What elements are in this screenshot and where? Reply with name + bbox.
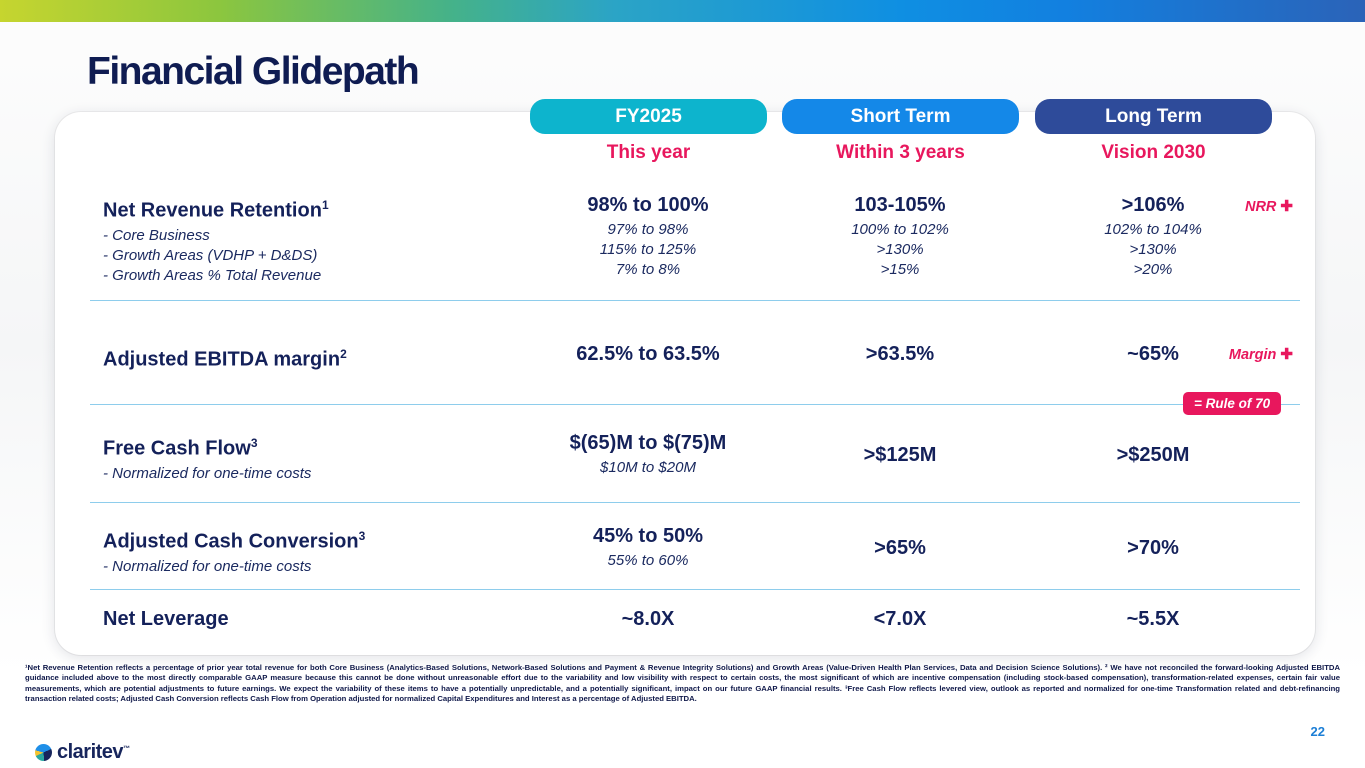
margin-plus-tag: Margin ✚ [1229, 345, 1293, 363]
metric-subline: - Normalized for one-time costs [103, 557, 312, 575]
column-header-pill-long-term: Long Term [1035, 99, 1272, 134]
table-cell-cash-conversion-fy2025: 45% to 50% 55% to 60% [523, 523, 773, 571]
table-cell-ebitda-fy2025: 62.5% to 63.5% [523, 341, 773, 367]
tag-label: Margin [1228, 347, 1277, 363]
claritev-logo-mark-icon [35, 744, 52, 761]
cell-subvalue: 55% to 60% [607, 552, 689, 569]
table-cell-net-leverage-long-term: ~5.5X [1028, 606, 1278, 632]
column-subheader-within-3-years: Within 3 years [836, 142, 965, 163]
cell-value: <7.0X [873, 608, 927, 630]
claritev-logo-text: claritev™ [57, 741, 130, 763]
plus-icon: ✚ [1280, 346, 1293, 363]
cell-subvalue: 97% to 98% [607, 221, 689, 238]
trademark-symbol: ™ [123, 745, 130, 753]
metric-title: Net Leverage [103, 608, 229, 630]
cell-value: ~8.0X [621, 608, 675, 630]
metric-title: Adjusted Cash Conversion3 [103, 529, 366, 553]
cell-subvalue: >20% [1133, 261, 1173, 278]
row-divider [90, 300, 1300, 301]
table-cell-net-leverage-short-term: <7.0X [775, 606, 1025, 632]
cell-value: >63.5% [865, 343, 935, 365]
page-number: 22 [1310, 724, 1325, 739]
metric-subline: - Growth Areas % Total Revenue [103, 266, 322, 284]
cell-value: $(65)M to $(75)M [569, 432, 727, 454]
metric-subline: - Normalized for one-time costs [103, 464, 312, 482]
cell-subvalue: 102% to 104% [1104, 221, 1202, 238]
column-subheader-this-year: This year [606, 142, 691, 163]
top-gradient-bar [0, 0, 1365, 22]
table-row-label-ebitda: Adjusted EBITDA margin2 [103, 341, 347, 373]
column-header-pill-fy2025: FY2025 [530, 99, 767, 134]
table-cell-cash-conversion-short-term: >65% [775, 535, 1025, 561]
column-subheader-vision-2030: Vision 2030 [1101, 142, 1206, 163]
row-divider [90, 502, 1300, 503]
table-cell-nrr-short-term: 103-105% 100% to 102% >130% >15% [775, 192, 1025, 280]
metric-title: Free Cash Flow3 [103, 436, 258, 460]
cell-subvalue: >130% [1129, 241, 1177, 258]
cell-value: ~65% [1127, 343, 1179, 365]
table-row-label-net-leverage: Net Leverage [103, 606, 229, 632]
table-cell-ebitda-short-term: >63.5% [775, 341, 1025, 367]
plus-icon: ✚ [1280, 198, 1293, 215]
table-cell-net-leverage-fy2025: ~8.0X [523, 606, 773, 632]
cell-subvalue: 115% to 125% [599, 241, 697, 258]
footnote-text: ¹Net Revenue Retention reflects a percen… [25, 663, 1340, 704]
column-header-pill-short-term: Short Term [782, 99, 1019, 134]
row-divider [90, 404, 1300, 405]
content-card [55, 112, 1315, 655]
table-cell-nrr-long-term: >106% 102% to 104% >130% >20% [1028, 192, 1278, 280]
table-cell-ebitda-long-term: ~65% [1028, 341, 1278, 367]
cell-subvalue: 100% to 102% [851, 221, 949, 238]
column-header-label: FY2025 [615, 105, 682, 127]
cell-value: >$125M [863, 444, 937, 466]
cell-value: ~5.5X [1126, 608, 1180, 630]
nrr-plus-tag: NRR ✚ [1245, 197, 1293, 215]
table-row-label-nrr: Net Revenue Retention1 - Core Business -… [103, 192, 329, 286]
table-row-label-cash-conversion: Adjusted Cash Conversion3 - Normalized f… [103, 523, 365, 577]
metric-subline: - Growth Areas (VDHP + D&DS) [103, 246, 318, 264]
row-divider [90, 589, 1300, 590]
cell-value: >65% [874, 537, 926, 559]
column-header-label: Short Term [850, 105, 951, 127]
table-cell-nrr-fy2025: 98% to 100% 97% to 98% 115% to 125% 7% t… [523, 192, 773, 280]
cell-value: 45% to 50% [592, 525, 704, 547]
table-cell-cash-conversion-long-term: >70% [1028, 535, 1278, 561]
claritev-logo: claritev™ [35, 741, 130, 764]
metric-title: Net Revenue Retention1 [103, 198, 329, 222]
cell-value: >$250M [1116, 444, 1190, 466]
cell-value: 98% to 100% [587, 194, 709, 216]
cell-value: 62.5% to 63.5% [576, 343, 720, 365]
cell-subvalue: >15% [880, 261, 920, 278]
table-cell-fcf-long-term: >$250M [1028, 442, 1278, 468]
page-title: Financial Glidepath [87, 50, 420, 93]
table-cell-fcf-fy2025: $(65)M to $(75)M $10M to $20M [523, 430, 773, 478]
cell-value: 103-105% [854, 194, 946, 216]
cell-subvalue: >130% [876, 241, 924, 258]
cell-subvalue: $10M to $20M [600, 459, 696, 476]
cell-subvalue: 7% to 8% [615, 261, 681, 278]
tag-label: NRR [1244, 199, 1277, 215]
cell-value: >106% [1121, 194, 1185, 216]
table-row-label-fcf: Free Cash Flow3 - Normalized for one-tim… [103, 430, 311, 484]
metric-subline: - Core Business [103, 226, 210, 244]
rule-of-70-badge: = Rule of 70 [1183, 392, 1282, 415]
table-cell-fcf-short-term: >$125M [775, 442, 1025, 468]
metric-title: Adjusted EBITDA margin2 [103, 347, 347, 371]
cell-value: >70% [1127, 537, 1179, 559]
column-header-label: Long Term [1105, 105, 1202, 127]
